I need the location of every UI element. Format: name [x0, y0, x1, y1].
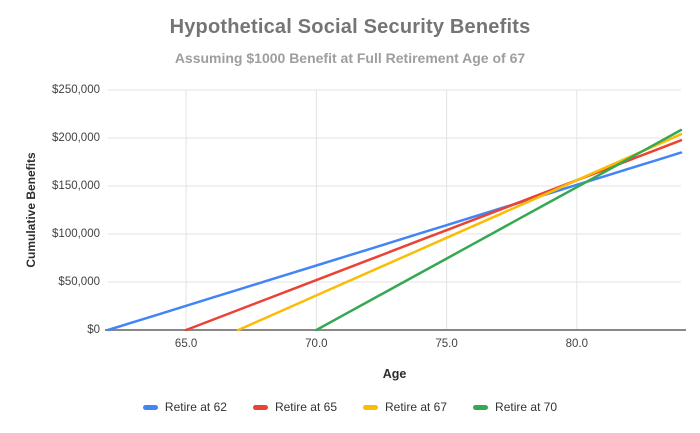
legend-label: Retire at 62 — [164, 400, 227, 414]
x-tick-label: 65.0 — [174, 338, 198, 350]
legend-label: Retire at 67 — [385, 400, 448, 414]
x-tick-label: 75.0 — [435, 338, 458, 350]
x-axis-tick-labels: 65.0 70.0 75.0 80.0 — [108, 338, 681, 352]
y-axis-tick-labels: $0 $50,000 $100,000 $150,000 $200,000 $2… — [0, 84, 100, 336]
chart-subtitle: Assuming $1000 Benefit at Full Retiremen… — [174, 50, 526, 66]
y-tick-label: $150,000 — [52, 180, 100, 192]
legend-item-retire-at-65[interactable]: Retire at 65 — [252, 400, 337, 414]
chart-title: Hypothetical Social Security Benefits — [169, 16, 531, 38]
legend-swatch-icon — [142, 404, 158, 410]
legend-label: Retire at 70 — [495, 400, 558, 414]
legend-swatch-icon — [363, 404, 378, 410]
y-tick-label: $250,000 — [52, 84, 100, 96]
y-tick-label: $100,000 — [52, 228, 100, 240]
legend-item-retire-at-62[interactable]: Retire at 62 — [142, 400, 227, 414]
legend-label: Retire at 65 — [274, 400, 337, 414]
legend-swatch-icon — [252, 404, 268, 410]
x-tick-label: 80.0 — [565, 338, 589, 350]
legend-swatch-icon — [473, 404, 489, 410]
line-chart-plot-area — [105, 89, 686, 332]
legend-item-retire-at-67[interactable]: Retire at 67 — [363, 400, 447, 414]
x-axis-title: Age — [382, 367, 407, 381]
chart-legend: Retire at 62 Retire at 65 Retire at 67 R… — [0, 398, 700, 416]
y-tick-label: $50,000 — [58, 276, 100, 288]
x-tick-label: 70.0 — [305, 338, 328, 350]
y-tick-label: $200,000 — [52, 132, 100, 144]
y-tick-label: $0 — [87, 324, 100, 336]
legend-item-retire-at-70[interactable]: Retire at 70 — [473, 400, 557, 414]
